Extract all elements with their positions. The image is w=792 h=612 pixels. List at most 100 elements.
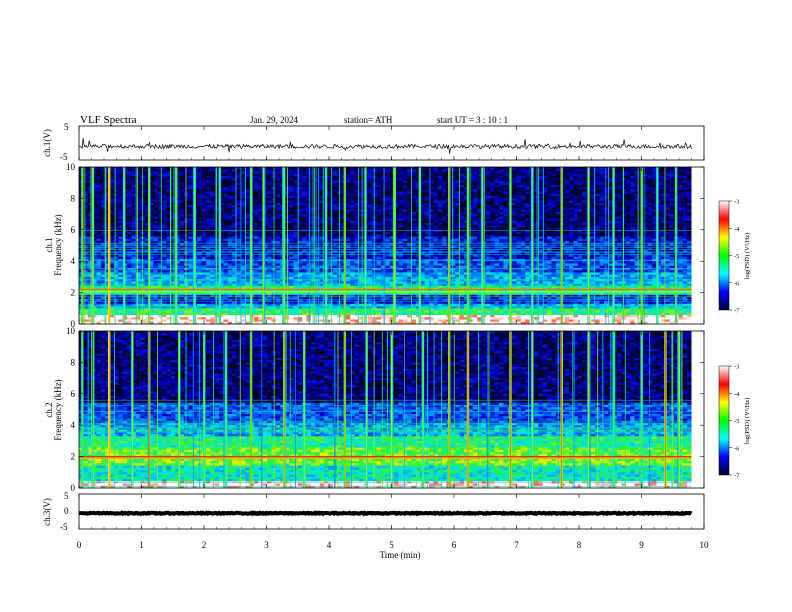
spectrogram-cell xyxy=(144,229,150,233)
spectrogram-cell xyxy=(547,209,552,213)
spectrogram-cell xyxy=(424,209,430,213)
spectrogram-cell xyxy=(652,218,657,222)
spectrogram-cell xyxy=(525,198,530,201)
spectrogram-cell xyxy=(520,200,526,204)
spectrogram-cell xyxy=(135,220,141,224)
spectrogram-cell xyxy=(617,214,622,217)
spectrogram-cell xyxy=(254,243,259,246)
spectrogram-cell xyxy=(135,193,141,197)
spectrogram-cell xyxy=(227,205,233,208)
spectrogram-cell xyxy=(328,171,334,175)
spectrogram-cell xyxy=(275,220,281,224)
spectrogram-cell xyxy=(210,207,215,210)
spectrogram-cell xyxy=(293,207,299,210)
spectrogram-cell xyxy=(131,169,137,172)
spectrogram-cell xyxy=(682,229,688,233)
spectrogram-cell xyxy=(687,218,692,222)
spectrogram-cell xyxy=(555,184,561,188)
spectrogram-cell xyxy=(577,218,583,222)
spectrogram-cell xyxy=(131,238,137,242)
spectrogram-cell xyxy=(512,211,517,215)
spectrogram-cell xyxy=(293,191,299,195)
spectrogram-cell xyxy=(625,175,631,179)
spectrogram-cell xyxy=(118,202,124,206)
spectrogram-cell xyxy=(92,232,97,235)
spectrogram-cell xyxy=(437,216,443,219)
spectrogram-cell xyxy=(490,211,495,215)
spectrogram-cell xyxy=(275,169,281,172)
spectrogram-cell xyxy=(240,200,246,204)
spectrogram-cell xyxy=(604,196,609,199)
spectrogram-cell xyxy=(319,232,325,235)
spectrogram-cell xyxy=(100,236,106,240)
spectrogram-cell xyxy=(464,193,469,197)
spectrogram-cell xyxy=(468,180,474,183)
spectrogram-cell xyxy=(240,207,246,210)
spectrogram-cell xyxy=(385,193,390,197)
spectrogram-cell xyxy=(175,173,180,177)
spectrogram-cell xyxy=(595,223,600,226)
spectrogram-cell xyxy=(105,189,110,192)
spectrogram-cell xyxy=(328,238,334,242)
spectrogram-cell xyxy=(481,207,487,210)
spectrogram-cell xyxy=(359,229,364,233)
spectrogram-cell xyxy=(678,196,684,199)
spectrogram-cell xyxy=(236,238,242,242)
spectrogram-cell xyxy=(647,200,653,204)
spectrogram-cell xyxy=(127,173,132,177)
spectrogram-cell xyxy=(590,191,596,195)
spectrogram-cell xyxy=(109,184,115,188)
spectrogram-cell xyxy=(525,171,530,175)
spectrogram-cell xyxy=(127,184,132,188)
spectrogram-cell xyxy=(503,200,509,204)
spectrogram-cell xyxy=(149,245,154,249)
spectrogram-cell xyxy=(538,209,544,213)
spectrogram-cell xyxy=(512,209,517,213)
spectrogram-cell xyxy=(398,167,404,170)
spectrogram-cell xyxy=(197,173,202,177)
spectrogram-cell xyxy=(398,220,404,224)
spectrogram-cell xyxy=(127,227,132,231)
spectrogram-cell xyxy=(385,167,390,170)
spectrogram-cell xyxy=(297,236,303,240)
spectrogram-cell xyxy=(534,171,539,175)
spectrogram-cell xyxy=(660,184,666,188)
spectrogram-cell xyxy=(223,196,229,199)
spectrogram-cell xyxy=(634,218,640,222)
spectrogram-cell xyxy=(297,175,303,179)
spectrogram-cell xyxy=(503,234,509,237)
spectrogram-cell xyxy=(96,196,102,199)
spectrogram-cell xyxy=(660,205,666,208)
spectrogram-cell xyxy=(275,234,281,237)
spectrogram-cell xyxy=(494,238,500,242)
spectrogram-cell xyxy=(433,169,439,172)
spectrogram-cell xyxy=(599,196,605,199)
spectrogram-cell xyxy=(223,234,229,237)
spectrogram-cell xyxy=(87,178,93,181)
spectrogram-cell xyxy=(490,234,495,237)
spectrogram-cell xyxy=(411,205,417,208)
spectrogram-cell xyxy=(665,171,670,175)
spectrogram-cell xyxy=(219,180,224,183)
spectrogram-cell xyxy=(455,198,460,201)
spectrogram-cell xyxy=(503,229,509,233)
spectrogram-cell xyxy=(656,169,662,172)
spectrogram-cell xyxy=(656,167,662,170)
spectrogram-cell xyxy=(429,189,434,192)
spectrogram-cell xyxy=(114,184,119,188)
spectrogram-cell xyxy=(105,225,110,228)
spectrogram-cell xyxy=(297,205,303,208)
spectrogram-cell xyxy=(258,171,264,175)
spectrogram-cell xyxy=(319,167,325,170)
spectrogram-cell xyxy=(380,180,386,183)
spectrogram-cell xyxy=(442,227,447,231)
spectrogram-cell xyxy=(481,191,487,195)
spectrogram-cell xyxy=(411,223,417,226)
spectrogram-cell xyxy=(407,216,412,219)
spectrogram-cell xyxy=(157,171,163,175)
spectrogram-cell xyxy=(297,198,303,201)
spectrogram-cell xyxy=(420,229,425,233)
spectrogram-cell xyxy=(678,167,684,170)
spectrogram-cell xyxy=(656,236,662,240)
spectrogram-cell xyxy=(380,184,386,188)
